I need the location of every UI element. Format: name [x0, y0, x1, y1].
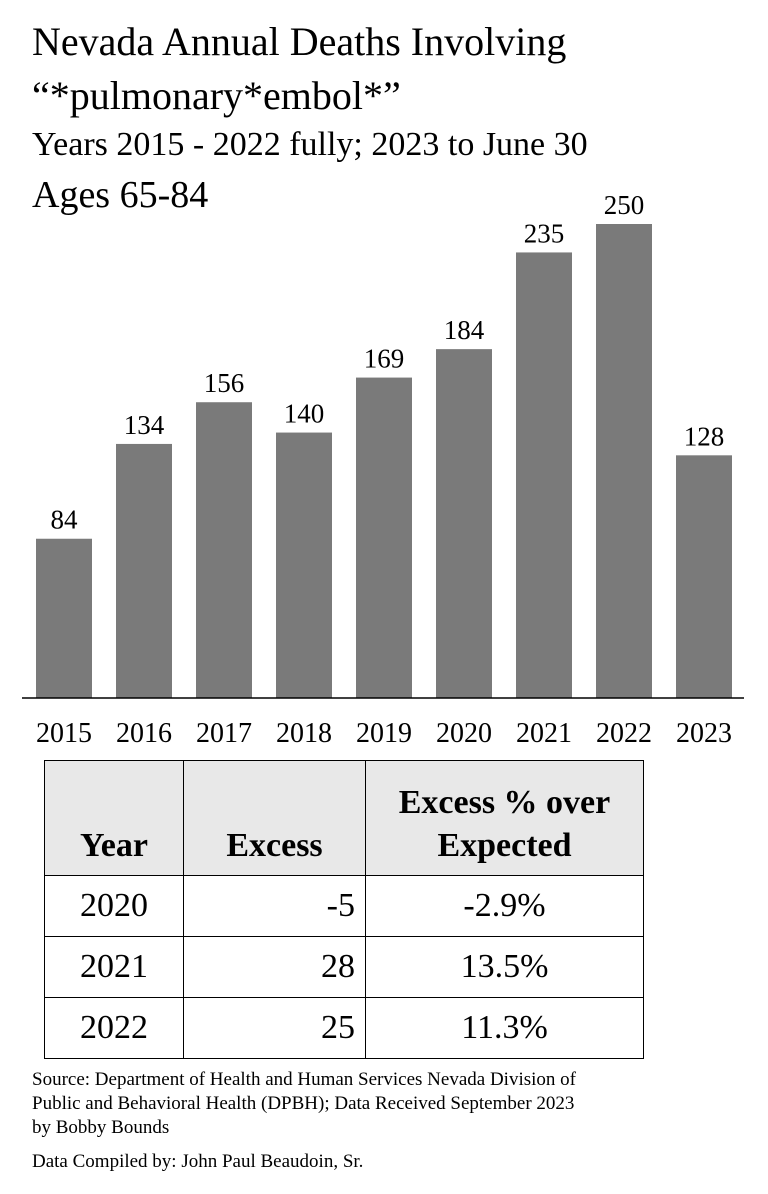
bar-2022	[596, 224, 652, 698]
bar-2017	[196, 402, 252, 698]
cell-excess-percent: -2.9%	[365, 875, 644, 937]
cell-excess: 25	[183, 997, 366, 1059]
compiled-by: Data Compiled by: John Paul Beaudoin, Sr…	[32, 1151, 364, 1172]
value-label-2016: 134	[124, 410, 165, 440]
x-tick-label-2022: 2022	[596, 718, 652, 749]
value-label-2019: 169	[364, 344, 405, 374]
chart-title-line-1: Nevada Annual Deaths Involving	[32, 19, 567, 64]
bar-2021	[516, 252, 572, 698]
cell-year: 2021	[44, 936, 184, 998]
x-tick-label-2018: 2018	[276, 718, 332, 749]
table-row: 2020 -5 -2.9%	[44, 875, 644, 937]
header-year: Year	[44, 760, 184, 876]
bar-2015	[36, 538, 92, 698]
x-tick-label-2019: 2019	[356, 718, 412, 749]
source-line-2: Public and Behavioral Health (DPBH); Dat…	[32, 1093, 575, 1114]
cell-year: 2022	[44, 997, 184, 1059]
value-label-2021: 235	[524, 218, 565, 248]
table-header-row: Year Excess Excess % over Expected	[44, 760, 644, 876]
value-label-2017: 156	[204, 368, 245, 398]
x-tick-label-2023: 2023	[676, 718, 732, 749]
x-tick-label-2020: 2020	[436, 718, 492, 749]
value-label-group: 84 134 156 140 169 184 235 250 128	[51, 190, 725, 535]
value-label-2018: 140	[284, 399, 325, 429]
cell-year: 2020	[44, 875, 184, 937]
chart-subtitle: Years 2015 - 2022 fully; 2023 to June 30	[32, 126, 588, 163]
bar-2023	[676, 455, 732, 698]
header-excess-percent: Excess % over Expected	[365, 760, 644, 876]
x-tick-label-2015: 2015	[36, 718, 92, 749]
x-tick-label-2021: 2021	[516, 718, 572, 749]
bar-2019	[356, 377, 412, 698]
cell-excess-percent: 11.3%	[365, 997, 644, 1059]
table-row: 2021 28 13.5%	[44, 936, 644, 998]
x-tick-label-group: 2015 2016 2017 2018 2019 2020 2021 2022 2023	[36, 718, 732, 749]
source-line-1: Source: Department of Health and Human S…	[32, 1069, 576, 1090]
value-label-2015: 84	[51, 505, 79, 535]
cell-excess-percent: 13.5%	[365, 936, 644, 998]
value-label-2020: 184	[444, 315, 485, 345]
chart-ages-label: Ages 65-84	[32, 174, 209, 216]
x-tick-label-2017: 2017	[196, 718, 252, 749]
chart-title-line-2: “*pulmonary*embol*”	[32, 73, 401, 118]
x-tick-label-2016: 2016	[116, 718, 172, 749]
excess-table: Year Excess Excess % over Expected 2020 …	[44, 760, 644, 1059]
bar-2018	[276, 432, 332, 698]
table-row: 2022 25 11.3%	[44, 997, 644, 1059]
source-line-3: by Bobby Bounds	[32, 1117, 170, 1138]
bar-2016	[116, 443, 172, 698]
cell-excess: 28	[183, 936, 366, 998]
value-label-2022: 250	[604, 190, 645, 220]
bar-2020	[436, 349, 492, 698]
value-label-2023: 128	[684, 421, 725, 451]
header-excess: Excess	[183, 760, 366, 876]
bar-group	[36, 224, 732, 698]
cell-excess: -5	[183, 875, 366, 937]
